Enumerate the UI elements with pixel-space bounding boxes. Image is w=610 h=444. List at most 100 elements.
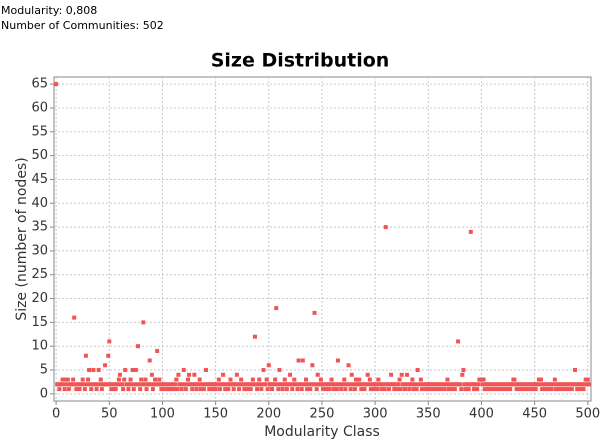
point [411,387,416,392]
point [452,387,457,392]
point [260,382,265,387]
point [556,382,561,387]
point [225,382,230,387]
point [371,382,376,387]
point [209,382,214,387]
point [385,382,390,387]
point [482,387,487,392]
y-tick-label: 50 [31,148,48,163]
point [274,306,279,311]
point [120,382,125,387]
point [367,377,372,382]
point [256,382,261,387]
point [282,377,287,382]
point [222,382,227,387]
point [396,382,401,387]
point [581,387,586,392]
point [174,377,179,382]
point [566,387,571,392]
point [406,382,411,387]
point [148,382,153,387]
point [137,382,142,387]
point [125,382,130,387]
point [508,387,513,392]
point [277,368,282,373]
point [448,382,453,387]
chart-title: Size Distribution [211,50,390,72]
point [520,387,525,392]
point [291,382,296,387]
y-tick-label: 55 [31,124,48,139]
point [197,377,202,382]
point [279,382,284,387]
point [388,382,393,387]
point [318,377,323,382]
point [342,377,347,382]
y-tick-label: 25 [31,267,48,282]
point [431,382,436,387]
point [172,387,177,392]
point [295,387,300,392]
point [415,368,420,373]
point [365,372,370,377]
point [139,377,144,382]
point [62,387,67,392]
point [237,387,242,392]
point [227,382,232,387]
point [319,382,324,387]
point [463,387,468,392]
point [252,334,257,339]
point [257,377,262,382]
point [248,387,253,392]
point [577,382,582,387]
point [537,382,542,387]
point [287,382,292,387]
point [516,382,521,387]
point [57,387,62,392]
point [242,387,247,392]
y-tick-label: 10 [31,339,48,354]
point [196,382,201,387]
point [204,368,209,373]
point [294,382,299,387]
point [507,382,512,387]
point [569,387,574,392]
point [532,382,537,387]
point [460,372,465,377]
point [401,382,406,387]
point [422,382,427,387]
point [60,377,65,382]
point [157,377,162,382]
x-tick-label: 450 [522,407,547,422]
point [310,363,315,368]
point [428,382,433,387]
point [480,382,485,387]
point [429,387,434,392]
x-tick-label: 200 [256,407,281,422]
point [362,387,367,392]
point [330,382,335,387]
point [535,382,540,387]
point [548,382,553,387]
point [93,382,98,387]
point [347,382,352,387]
point [235,382,240,387]
point [163,382,168,387]
point [94,387,99,392]
point [296,358,301,363]
point [97,382,102,387]
point [128,377,133,382]
point [527,387,532,392]
point [220,382,225,387]
point [165,382,170,387]
point [441,382,446,387]
point [164,387,169,392]
point [398,387,403,392]
point [202,382,207,387]
point [234,372,239,377]
x-tick-label: 400 [469,407,494,422]
point [414,387,419,392]
point [153,377,158,382]
point [324,387,329,392]
